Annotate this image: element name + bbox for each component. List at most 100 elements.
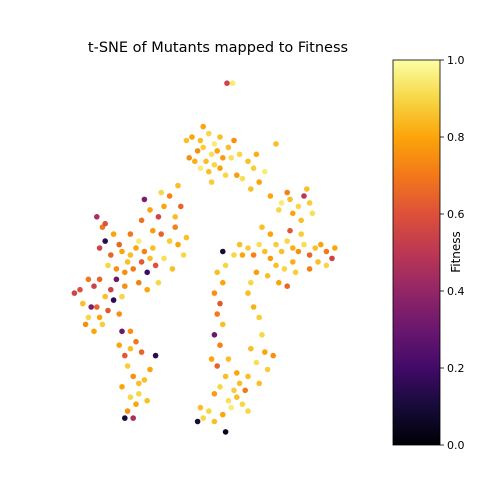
data-point bbox=[152, 352, 159, 359]
data-point bbox=[239, 175, 246, 182]
data-point bbox=[306, 266, 313, 272]
data-point bbox=[264, 273, 271, 279]
data-point bbox=[119, 293, 125, 300]
data-point bbox=[217, 134, 223, 140]
data-point bbox=[144, 397, 150, 404]
data-point bbox=[166, 238, 173, 244]
data-point bbox=[127, 345, 134, 352]
data-point bbox=[295, 248, 302, 255]
data-point bbox=[248, 345, 254, 352]
data-point bbox=[220, 411, 226, 418]
data-point bbox=[287, 196, 293, 203]
data-point bbox=[225, 144, 232, 151]
data-point bbox=[166, 193, 173, 199]
data-point bbox=[214, 269, 220, 276]
data-point bbox=[110, 297, 117, 303]
data-point bbox=[298, 217, 305, 224]
data-point bbox=[315, 259, 321, 265]
data-point bbox=[108, 252, 114, 258]
data-point bbox=[245, 373, 251, 380]
data-point bbox=[96, 276, 103, 283]
data-point bbox=[138, 349, 145, 355]
data-point bbox=[102, 220, 108, 227]
data-point bbox=[122, 269, 128, 276]
data-point bbox=[220, 155, 226, 161]
colorbar-tick-label: 0.8 bbox=[447, 131, 465, 144]
data-point bbox=[284, 238, 291, 244]
data-point bbox=[158, 189, 164, 196]
data-point bbox=[236, 241, 243, 248]
data-point bbox=[158, 231, 164, 237]
data-point bbox=[189, 134, 195, 140]
data-point bbox=[253, 359, 260, 366]
data-point bbox=[250, 165, 257, 171]
data-point bbox=[113, 276, 120, 283]
data-point bbox=[102, 238, 108, 244]
data-point bbox=[323, 262, 330, 269]
data-point bbox=[217, 165, 223, 171]
data-point bbox=[161, 255, 167, 262]
points-layer bbox=[71, 80, 338, 435]
data-point bbox=[183, 234, 190, 241]
data-point bbox=[141, 248, 148, 255]
data-point bbox=[130, 266, 136, 272]
data-point bbox=[91, 328, 97, 335]
data-point bbox=[116, 342, 122, 349]
data-point bbox=[136, 380, 142, 387]
data-point bbox=[284, 283, 291, 290]
data-point bbox=[116, 241, 122, 248]
data-point bbox=[105, 307, 111, 314]
data-point bbox=[122, 352, 128, 359]
colorbar-tick-label: 1.0 bbox=[447, 54, 465, 67]
data-point bbox=[133, 338, 139, 345]
data-point bbox=[119, 328, 125, 335]
data-point bbox=[253, 269, 260, 276]
data-point bbox=[220, 248, 226, 255]
data-point bbox=[267, 255, 274, 262]
data-point bbox=[144, 269, 150, 276]
data-point bbox=[82, 321, 89, 328]
data-point bbox=[197, 165, 204, 171]
data-point bbox=[250, 304, 257, 310]
data-point bbox=[192, 158, 198, 165]
data-point bbox=[259, 224, 265, 230]
data-point bbox=[141, 196, 148, 203]
data-point bbox=[211, 391, 218, 397]
data-point bbox=[88, 304, 94, 310]
data-point bbox=[318, 241, 324, 248]
data-point bbox=[169, 266, 176, 272]
data-point bbox=[245, 290, 251, 296]
data-point bbox=[194, 418, 201, 425]
data-point bbox=[222, 262, 229, 269]
data-point bbox=[136, 391, 142, 397]
data-point bbox=[222, 373, 229, 380]
data-point bbox=[292, 269, 299, 276]
data-point bbox=[234, 370, 240, 376]
data-point bbox=[284, 189, 291, 196]
data-point bbox=[290, 210, 296, 217]
data-point bbox=[133, 245, 139, 251]
data-point bbox=[281, 266, 288, 272]
data-point bbox=[229, 80, 236, 86]
data-point bbox=[147, 366, 153, 373]
data-point bbox=[225, 356, 232, 362]
data-point bbox=[228, 155, 234, 161]
data-point bbox=[276, 279, 282, 286]
data-point bbox=[96, 245, 103, 251]
data-point bbox=[256, 380, 263, 387]
data-point bbox=[295, 203, 302, 210]
data-point bbox=[116, 311, 122, 317]
data-point bbox=[150, 245, 156, 251]
data-point bbox=[136, 238, 142, 244]
data-point bbox=[77, 286, 83, 293]
data-point bbox=[119, 248, 125, 255]
data-point bbox=[172, 224, 178, 230]
data-point bbox=[270, 352, 277, 359]
data-point bbox=[108, 286, 114, 293]
data-point bbox=[133, 401, 139, 408]
data-point bbox=[96, 314, 103, 321]
data-point bbox=[102, 293, 108, 300]
data-point bbox=[147, 255, 153, 262]
data-point bbox=[214, 148, 220, 154]
